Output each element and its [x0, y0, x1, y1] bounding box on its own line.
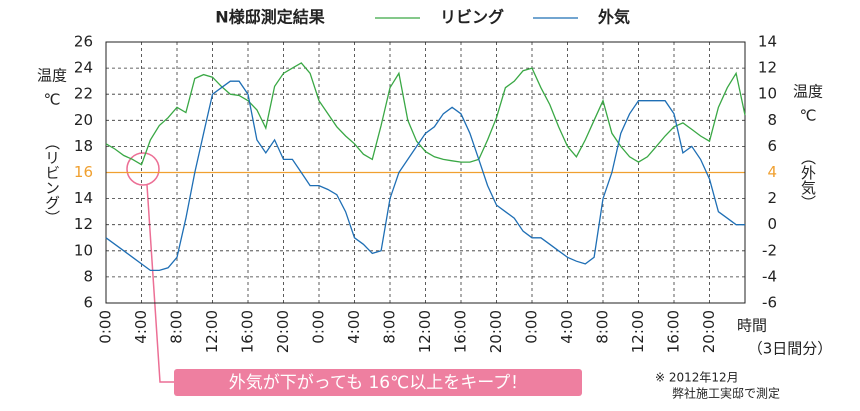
note: 弊社施工実邸で測定	[672, 386, 780, 401]
note: ※ 2012年12月	[655, 371, 739, 385]
y2-tick-label: -4	[762, 267, 777, 285]
y2-tick-label: 4	[767, 163, 777, 181]
x-tick-label: 12:00	[416, 310, 434, 353]
x-tick-label: 8:00	[381, 310, 399, 344]
y2-tick-label: 8	[767, 111, 777, 129]
x-tick-label: 20:00	[700, 310, 718, 353]
chart-title: N様邸測定結果	[215, 8, 324, 27]
y2-tick-label: 10	[758, 85, 777, 103]
y-tick-label: 12	[74, 215, 93, 233]
y2-tick-label: 2	[767, 189, 777, 207]
y-tick-label: 8	[83, 267, 93, 285]
y2-label-unit: ℃	[800, 107, 817, 125]
y2-tick-label: 12	[758, 59, 777, 77]
y-tick-label: 10	[74, 241, 93, 259]
plot-frame	[105, 41, 746, 304]
y2-tick-label: 0	[767, 215, 777, 233]
x-tick-label: 12:00	[629, 310, 647, 353]
y-tick-label: 26	[74, 33, 93, 51]
x-tick-label: 4:00	[558, 310, 576, 344]
y2-label-series: （外気）	[799, 150, 817, 210]
connector	[146, 184, 174, 383]
y2-tick-label: -6	[762, 294, 777, 312]
annotation: 外気が下がっても 16℃以上をキープ！	[229, 373, 527, 393]
y-tick-label: 24	[74, 59, 93, 77]
x-tick-label: 16:00	[452, 310, 470, 353]
x-tick-label: 4:00	[132, 310, 150, 344]
y2-label: 温度	[793, 83, 823, 101]
annotation-box	[174, 369, 582, 396]
y-tick-label: 14	[74, 189, 93, 207]
x-tick-label: 8:00	[594, 310, 612, 344]
x-tick-label: 4:00	[345, 310, 363, 344]
x-tick-label: 0:00	[310, 310, 328, 344]
y2-tick-label: -2	[762, 241, 777, 259]
y-tick-label: 6	[83, 294, 93, 312]
highlight-circle	[126, 152, 160, 186]
x-label: 時間	[737, 317, 767, 335]
x-tick-label: 20:00	[487, 310, 505, 353]
y-tick-label: 20	[74, 111, 93, 129]
y-label: 温度	[37, 67, 67, 85]
x-tick-label: 0:00	[97, 310, 115, 344]
y-tick-label: 16	[74, 163, 93, 181]
x-tick-label: 8:00	[168, 310, 186, 344]
x-tick-label: 16:00	[239, 310, 257, 353]
y2-tick-label: 6	[767, 137, 777, 155]
y-tick-label: 18	[74, 137, 93, 155]
legend-label: リビング	[440, 8, 504, 27]
legend-label: 外気	[597, 8, 630, 27]
y2-tick-label: 14	[758, 33, 777, 51]
y-label-series: （リビング）	[43, 135, 61, 225]
series-line	[105, 62, 746, 166]
y-label-unit: ℃	[44, 91, 61, 109]
x-tick-label: 0:00	[523, 310, 541, 344]
x-label-note: （3日間分）	[748, 340, 833, 358]
x-tick-label: 12:00	[203, 310, 221, 353]
series-line	[105, 80, 745, 272]
y-tick-label: 22	[74, 85, 93, 103]
x-tick-label: 20:00	[274, 310, 292, 353]
x-tick-label: 16:00	[665, 310, 683, 353]
